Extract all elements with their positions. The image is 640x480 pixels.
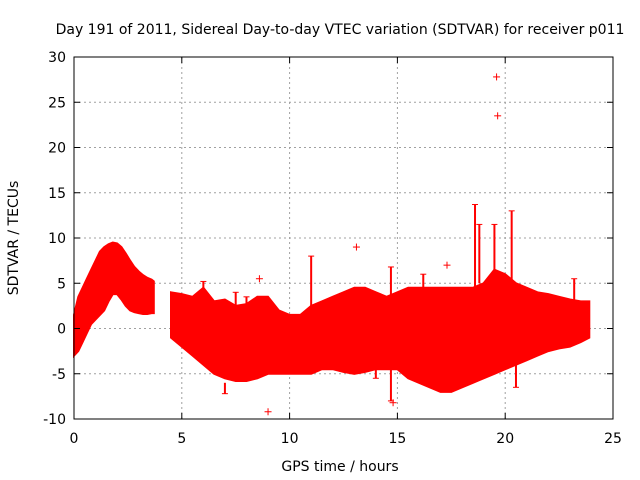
y-tick-label: 0 [57,322,66,338]
data-point [493,73,501,81]
y-tick-label: 15 [48,186,66,202]
y-tick-label: 5 [57,276,66,292]
data-layer [73,73,591,416]
ticks: 0 5 10 15 20 25 -10 -5 0 5 10 15 20 25 30 [43,50,622,447]
data-point [264,408,272,416]
data-point [352,243,360,251]
x-tick-label: 10 [281,431,299,447]
y-tick-label: -5 [52,367,66,383]
chart-title: Day 191 of 2011, Sidereal Day-to-day VTE… [56,22,625,38]
data-point [443,261,451,269]
y-axis-label: SDTVAR / TECUs [6,181,22,296]
x-tick-label: 5 [177,431,186,447]
y-tick-label: 10 [48,231,66,247]
data-point [255,275,263,283]
x-axis-label: GPS time / hours [281,459,398,475]
x-tick-label: 15 [388,431,406,447]
data-point [494,112,502,120]
x-tick-label: 25 [604,431,622,447]
y-tick-label: -10 [43,412,66,428]
y-tick-label: 25 [48,95,66,111]
y-tick-label: 20 [48,141,66,157]
data-point [389,399,397,407]
data-band [170,268,591,393]
y-tick-label: 30 [48,50,66,66]
x-tick-label: 20 [496,431,514,447]
x-tick-label: 0 [70,431,79,447]
data-band [73,241,155,359]
